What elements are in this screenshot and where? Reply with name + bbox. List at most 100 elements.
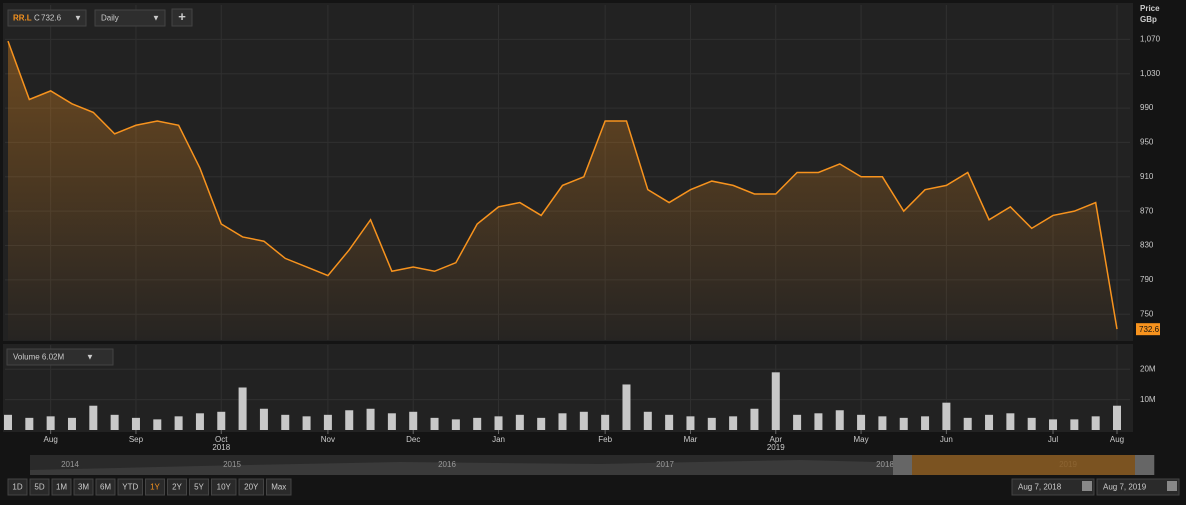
volume-bar: [558, 413, 567, 430]
calendar-icon[interactable]: [1167, 481, 1177, 491]
volume-bar: [686, 416, 695, 430]
range-label: 6M: [100, 483, 111, 492]
x-tick-label: Feb: [598, 435, 612, 444]
x-tick-label: Mar: [684, 435, 698, 444]
volume-bar: [985, 414, 994, 430]
navigator-area: [30, 460, 912, 475]
y-tick-label: 1,030: [1140, 69, 1161, 78]
volume-bar: [814, 413, 823, 430]
volume-tick-label: 20M: [1140, 364, 1156, 373]
volume-bar: [25, 417, 34, 430]
range-button[interactable]: [238, 478, 264, 496]
navigator-year: 2016: [438, 460, 456, 469]
x-tick-label: Dec: [406, 435, 420, 444]
range-button[interactable]: [95, 478, 116, 496]
volume-bar: [110, 414, 119, 430]
y-axis-unit: GBp: [1140, 15, 1157, 24]
x-tick-label: Aug: [1110, 435, 1124, 444]
range-button[interactable]: [117, 478, 143, 496]
navigator-handle[interactable]: [893, 455, 912, 475]
close-prefix: C: [34, 14, 40, 23]
dropdown-arrow: ▼: [74, 14, 82, 23]
volume-bar: [387, 413, 396, 430]
range-button[interactable]: [7, 478, 28, 496]
range-button[interactable]: [51, 478, 72, 496]
volume-bar: [793, 414, 802, 430]
volume-bar: [89, 405, 98, 430]
volume-bar: [835, 410, 844, 430]
end-date: Aug 7, 2019: [1103, 483, 1147, 492]
last-value-box: [1136, 323, 1160, 336]
x-tick-label: Sep: [129, 435, 144, 444]
volume-bar: [217, 411, 226, 430]
volume-tick-label: 10M: [1140, 395, 1156, 404]
symbol-box[interactable]: [7, 9, 87, 27]
interval-box[interactable]: [94, 9, 166, 27]
volume-bar: [942, 402, 951, 430]
volume-bar: [643, 411, 652, 430]
volume-bar: [494, 416, 503, 430]
volume-bar: [729, 416, 738, 430]
volume-bar: [857, 414, 866, 430]
y-tick-label: 830: [1140, 241, 1154, 250]
price-area: [8, 41, 1117, 340]
volume-bar: [1091, 416, 1100, 430]
close-value: 732.6: [41, 14, 62, 23]
y-tick-label: 1,070: [1140, 34, 1161, 43]
range-label: YTD: [122, 483, 138, 492]
range-button[interactable]: [29, 478, 50, 496]
volume-bar: [345, 410, 354, 430]
navigator-year: 2014: [61, 460, 79, 469]
end-date-box[interactable]: [1096, 478, 1180, 496]
y-tick-label: 990: [1140, 103, 1154, 112]
navigator-year: 2015: [223, 460, 241, 469]
range-label: 1D: [12, 483, 22, 492]
year-label: 2018: [212, 443, 230, 452]
navigator-handle[interactable]: [1135, 455, 1154, 475]
volume-bar: [707, 417, 716, 430]
volume-box[interactable]: [6, 348, 114, 366]
volume-bar: [238, 387, 247, 430]
navigator-selection[interactable]: [912, 455, 1135, 475]
volume-bar: [579, 411, 588, 430]
volume-bar: [259, 408, 268, 430]
volume-bar: [430, 417, 439, 430]
range-button[interactable]: [211, 478, 237, 496]
x-tick-label: Jan: [492, 435, 505, 444]
add-button[interactable]: [171, 8, 193, 27]
volume-bar: [622, 384, 631, 430]
x-tick-label: May: [854, 435, 869, 444]
volume-bar: [1113, 405, 1121, 430]
volume-bar: [302, 416, 311, 430]
dropdown-arrow: ▼: [86, 353, 94, 362]
range-label: 5D: [34, 483, 44, 492]
price-line: [7, 40, 1118, 330]
range-label: 1M: [56, 483, 67, 492]
range-button[interactable]: [266, 478, 292, 496]
dropdown-arrow: ▼: [152, 14, 160, 23]
range-button[interactable]: [189, 478, 209, 496]
volume-bar: [537, 417, 546, 430]
range-button[interactable]: [167, 478, 187, 496]
volume-bar: [409, 411, 418, 430]
calendar-icon[interactable]: [1082, 481, 1092, 491]
volume-bar: [515, 414, 524, 430]
range-label: 1Y: [150, 483, 160, 492]
volume-bar: [878, 416, 887, 430]
volume-bar: [323, 414, 332, 430]
volume-bar: [750, 408, 759, 430]
volume-bar: [153, 419, 162, 430]
y-axis-title: Price: [1140, 4, 1160, 13]
x-tick-label: Aug: [44, 435, 58, 444]
range-label: Max: [271, 483, 286, 492]
volume-bar: [366, 408, 375, 430]
range-label: 2Y: [172, 483, 182, 492]
range-label: 3M: [78, 483, 89, 492]
volume-bar: [601, 414, 610, 430]
volume-bar: [281, 414, 290, 430]
range-button[interactable]: [73, 478, 94, 496]
volume-bar: [195, 413, 204, 430]
range-button[interactable]: [145, 478, 165, 496]
start-date-box[interactable]: [1011, 478, 1095, 496]
range-label: 10Y: [217, 483, 232, 492]
